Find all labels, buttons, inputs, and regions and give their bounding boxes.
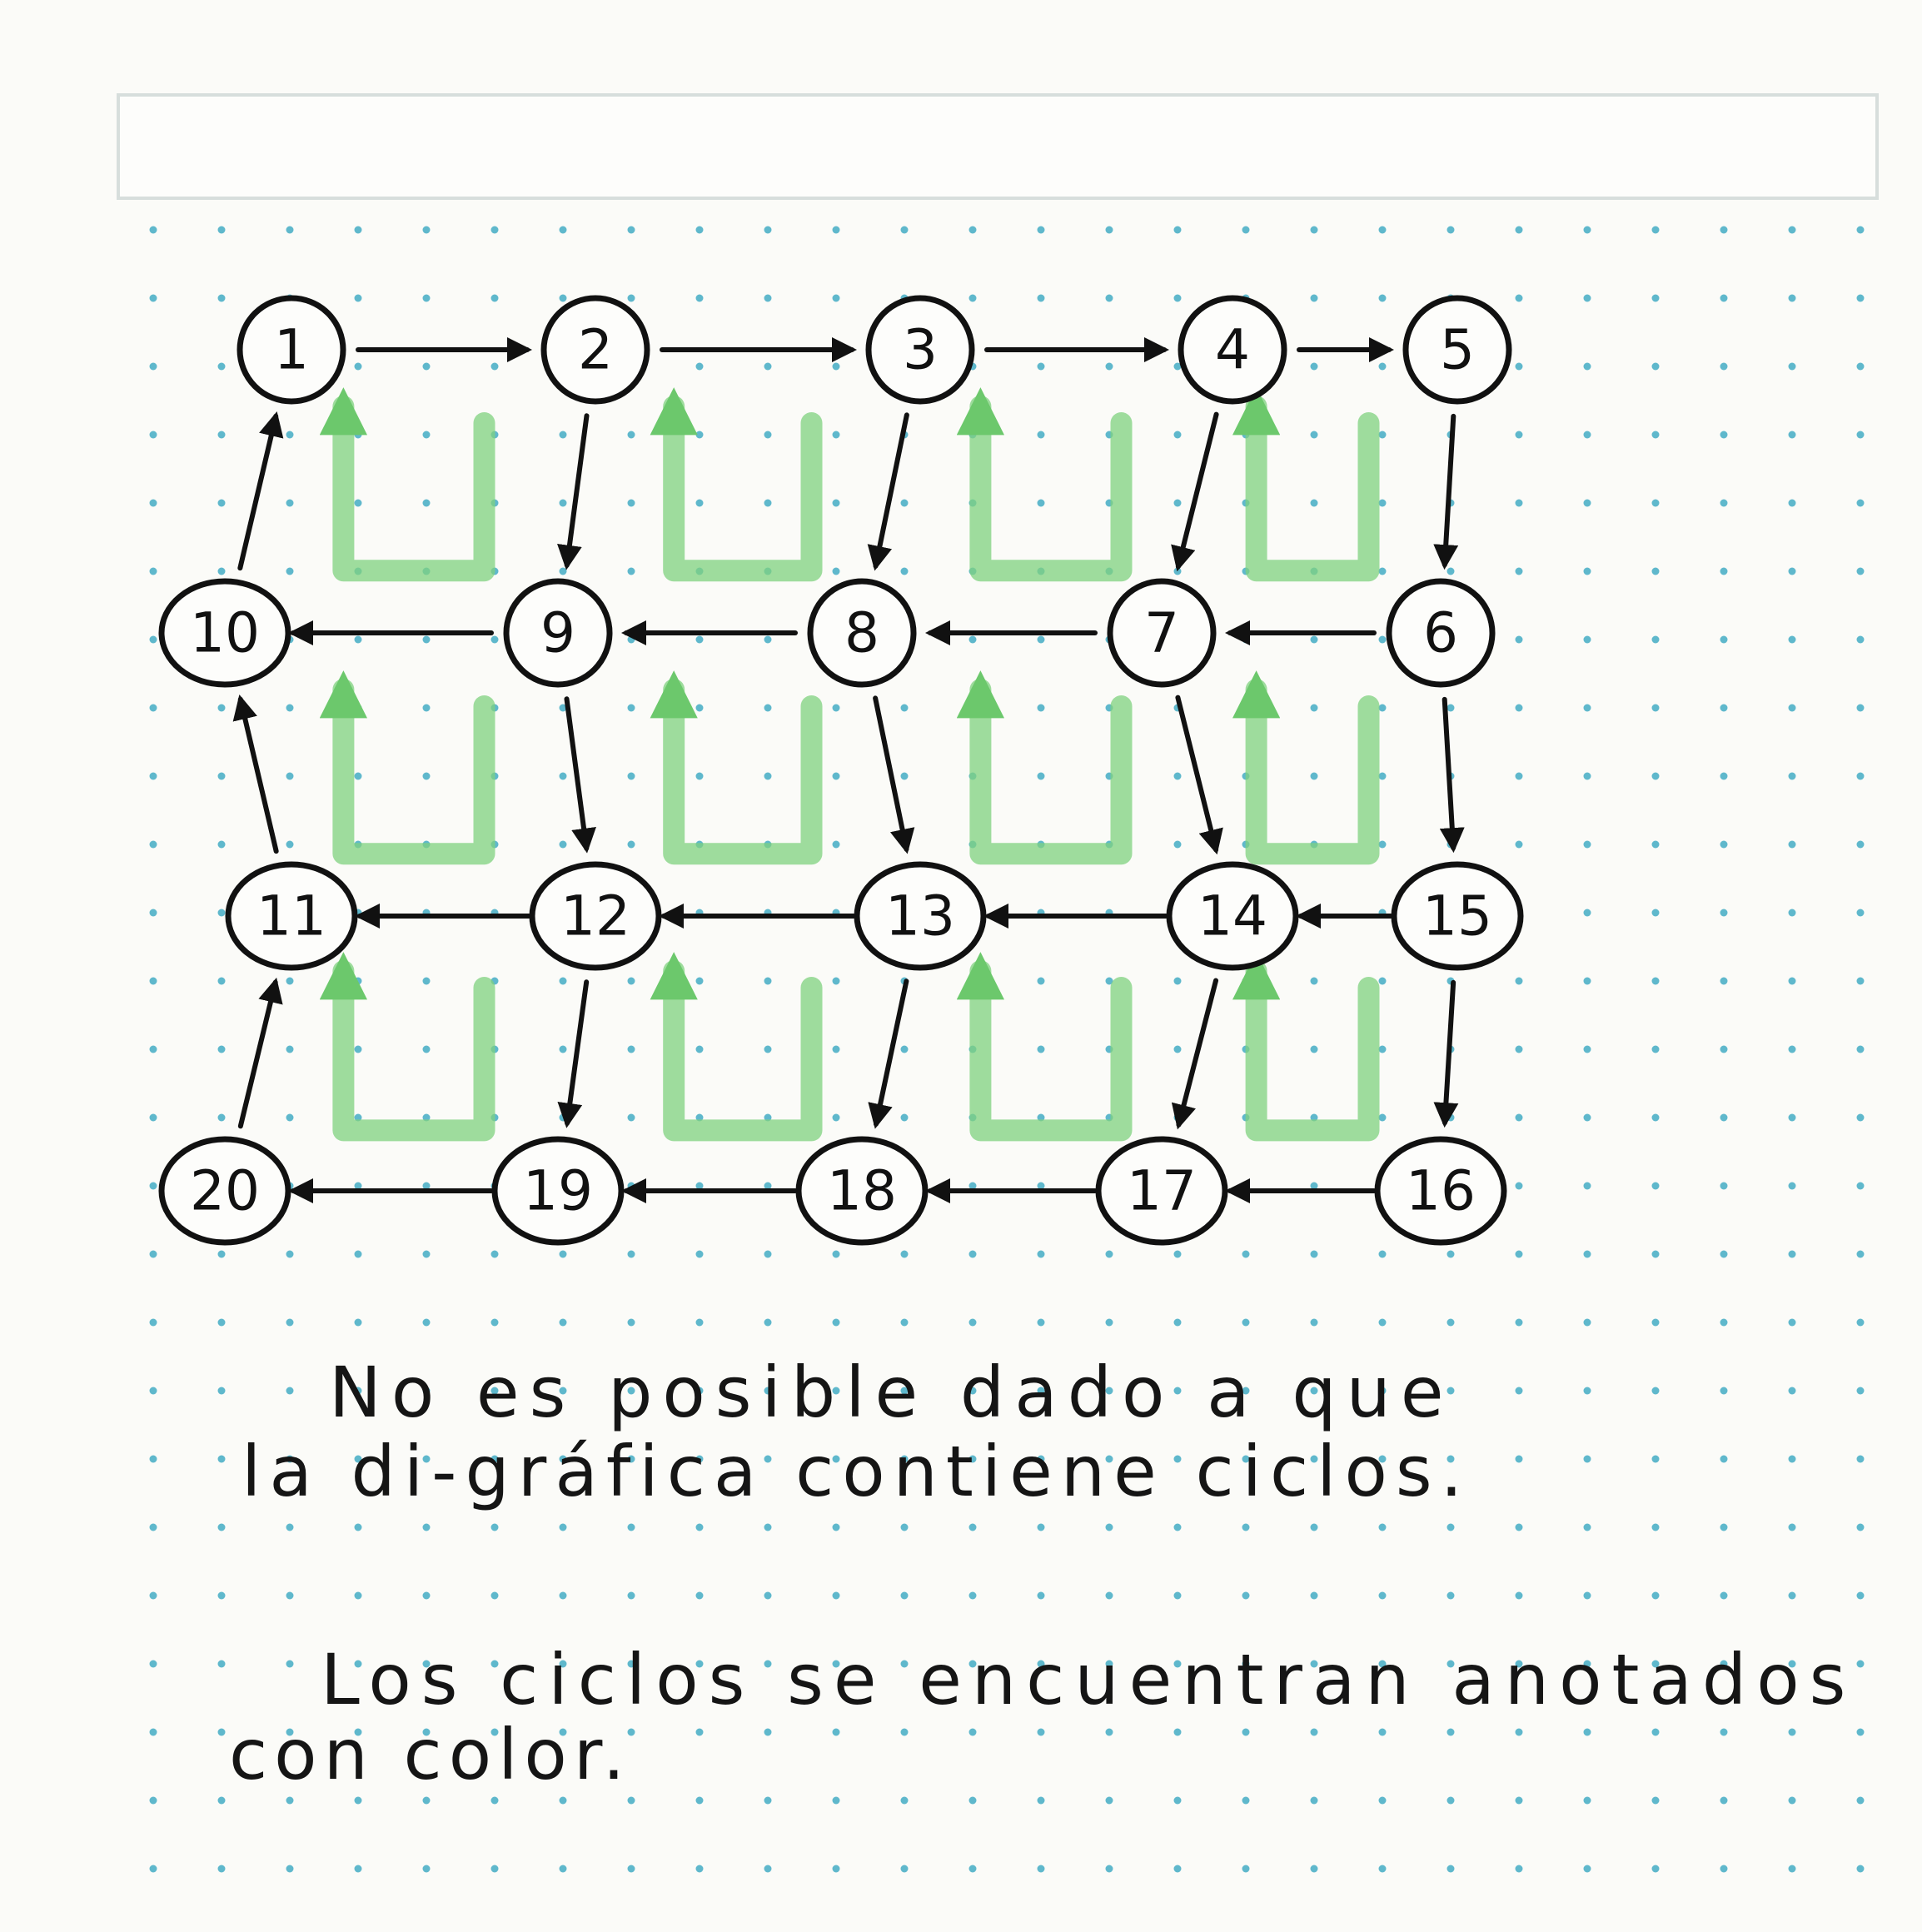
edge-12-19 bbox=[557, 979, 590, 1128]
cycle-highlight-8-7-14-13 bbox=[956, 670, 1133, 865]
cycle-highlight-4-5-6-7 bbox=[1232, 387, 1380, 582]
page-header-box bbox=[117, 93, 1879, 200]
node-label-14: 14 bbox=[1198, 884, 1267, 949]
note-1-line-1: No es posible dado a que bbox=[329, 1352, 1454, 1433]
edge-5-6 bbox=[1433, 413, 1459, 570]
node-2: 2 bbox=[540, 295, 650, 405]
node-label-6: 6 bbox=[1423, 601, 1458, 665]
node-label-15: 15 bbox=[1422, 884, 1492, 949]
node-17: 17 bbox=[1095, 1136, 1228, 1246]
cycle-highlight-10-9-12-11 bbox=[319, 670, 495, 865]
node-9: 9 bbox=[503, 578, 613, 688]
node-5: 5 bbox=[1402, 295, 1512, 405]
node-label-5: 5 bbox=[1440, 318, 1475, 382]
node-label-13: 13 bbox=[885, 884, 955, 949]
node-label-2: 2 bbox=[578, 318, 613, 382]
edge-13-18 bbox=[868, 978, 909, 1129]
node-label-7: 7 bbox=[1144, 601, 1179, 665]
cycle-highlight-9-8-13-12 bbox=[650, 670, 823, 865]
edge-15-16 bbox=[1433, 979, 1459, 1128]
dot-grid bbox=[108, 208, 1890, 1932]
edge-7-14 bbox=[1175, 695, 1223, 855]
edge-11-10 bbox=[232, 694, 279, 854]
node-label-17: 17 bbox=[1127, 1159, 1197, 1223]
cycle-highlight-11-12-19-20 bbox=[319, 952, 495, 1142]
node-18: 18 bbox=[795, 1136, 929, 1246]
node-12: 12 bbox=[529, 861, 662, 971]
node-label-20: 20 bbox=[190, 1159, 260, 1223]
cycle-highlight-12-13-18-19 bbox=[650, 952, 823, 1142]
edge-14-17 bbox=[1171, 978, 1219, 1130]
node-14: 14 bbox=[1166, 861, 1299, 971]
node-4: 4 bbox=[1178, 295, 1287, 405]
node-1: 1 bbox=[237, 295, 346, 405]
edge-10-1 bbox=[237, 411, 284, 571]
node-15: 15 bbox=[1391, 861, 1524, 971]
node-16: 16 bbox=[1374, 1136, 1507, 1246]
cycle-highlight-1-2-9-10 bbox=[319, 387, 495, 582]
cycle-highlight-13-14-17-18 bbox=[956, 952, 1133, 1142]
node-label-3: 3 bbox=[903, 318, 938, 382]
node-label-8: 8 bbox=[844, 601, 879, 665]
node-11: 11 bbox=[225, 861, 358, 971]
edge-4-7 bbox=[1171, 411, 1219, 572]
node-13: 13 bbox=[854, 861, 987, 971]
node-label-10: 10 bbox=[190, 601, 260, 665]
node-label-16: 16 bbox=[1406, 1159, 1476, 1223]
node-10: 10 bbox=[158, 578, 291, 688]
node-label-11: 11 bbox=[256, 884, 326, 949]
node-label-12: 12 bbox=[560, 884, 630, 949]
node-3: 3 bbox=[865, 295, 975, 405]
node-6: 6 bbox=[1386, 578, 1496, 688]
node-19: 19 bbox=[491, 1136, 625, 1246]
node-label-18: 18 bbox=[827, 1159, 897, 1223]
node-label-9: 9 bbox=[540, 601, 575, 665]
cycle-highlight-3-4-7-8 bbox=[956, 387, 1133, 582]
note-1-line-2: la di-gráfica contiene ciclos. bbox=[241, 1431, 1471, 1512]
node-label-19: 19 bbox=[523, 1159, 593, 1223]
cycle-highlight-14-15-16-17 bbox=[1232, 952, 1380, 1142]
edge-2-9 bbox=[557, 413, 590, 570]
note-2-line-2: con color. bbox=[229, 1714, 632, 1795]
cycle-highlight-7-6-15-14 bbox=[1232, 670, 1380, 865]
edge-20-11 bbox=[237, 977, 283, 1129]
edge-6-15 bbox=[1439, 696, 1465, 854]
edge-3-8 bbox=[867, 412, 909, 571]
node-label-1: 1 bbox=[274, 318, 309, 382]
edge-9-12 bbox=[564, 696, 596, 854]
edge-8-13 bbox=[873, 695, 915, 854]
cycle-highlight-2-3-8-9 bbox=[650, 387, 823, 582]
node-8: 8 bbox=[807, 578, 917, 688]
node-20: 20 bbox=[158, 1136, 291, 1246]
node-label-4: 4 bbox=[1215, 318, 1250, 382]
node-7: 7 bbox=[1107, 578, 1217, 688]
note-2-line-1: Los ciclos se encuentran anotados bbox=[321, 1639, 1856, 1720]
